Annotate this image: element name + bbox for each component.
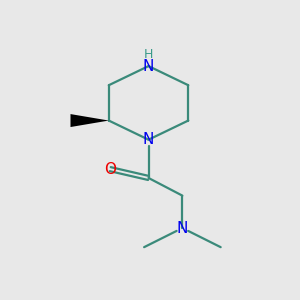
Text: N: N [143,58,154,74]
Text: N: N [177,220,188,236]
Text: N: N [143,132,154,147]
Text: H: H [144,48,153,62]
Text: O: O [104,162,116,177]
Polygon shape [70,114,109,127]
